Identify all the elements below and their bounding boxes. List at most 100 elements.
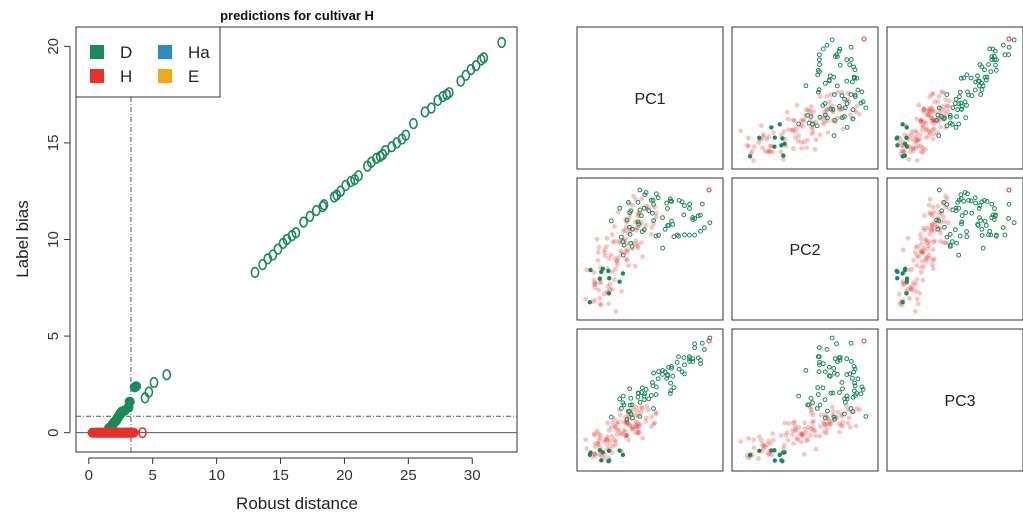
- matrix-point-h: [648, 231, 654, 237]
- matrix-point-d: [828, 106, 834, 112]
- matrix-point-h: [652, 420, 658, 426]
- plot-frame: [75, 26, 518, 453]
- matrix-point-d: [674, 360, 680, 365]
- matrix-point-h: [598, 280, 603, 286]
- matrix-point-d-filled: [780, 136, 785, 141]
- matrix-point-d-filled: [757, 135, 762, 140]
- matrix-point-h: [921, 107, 927, 113]
- matrix-point-h: [633, 423, 639, 429]
- matrix-point-h: [809, 420, 815, 425]
- matrix-point-h: [920, 248, 926, 254]
- matrix-point-h: [623, 224, 629, 230]
- matrix-point-h: [812, 428, 818, 434]
- matrix-point-d: [642, 391, 648, 397]
- matrix-point-d: [816, 57, 822, 63]
- matrix-point-d: [635, 199, 641, 205]
- matrix-point-h: [809, 131, 815, 137]
- matrix-point-h: [615, 209, 621, 215]
- matrix-point-h: [925, 240, 930, 246]
- matrix-point-h: [931, 239, 936, 245]
- legend-swatch-d: [90, 45, 104, 59]
- matrix-point-d: [820, 385, 826, 391]
- matrix-point-h: [605, 442, 611, 448]
- matrix-point-d: [835, 359, 840, 364]
- matrix-point-d: [699, 340, 705, 346]
- matrix-point-d: [850, 107, 856, 113]
- matrix-point-h: [840, 423, 845, 429]
- matrix-point-h: [643, 203, 649, 209]
- matrix-point-h: [635, 213, 641, 219]
- matrix-point-h: [929, 92, 935, 97]
- matrix-point-h: [931, 209, 937, 215]
- matrix-point-h: [917, 132, 923, 138]
- matrix-point-h: [594, 428, 600, 434]
- matrix-point-d: [964, 72, 970, 78]
- matrix-point-h: [653, 214, 659, 220]
- matrix-point-d: [850, 116, 856, 122]
- matrix-point-d: [1000, 42, 1006, 48]
- matrix-point-d: [961, 198, 967, 204]
- matrix-point-h: [926, 107, 932, 113]
- matrix-point-d-filled: [600, 266, 605, 271]
- matrix-point-h: [915, 244, 921, 249]
- matrix-point-d: [836, 355, 842, 361]
- matrix-point-d: [707, 335, 713, 341]
- matrix-point-h: [796, 133, 802, 139]
- matrix-point-d: [692, 341, 698, 347]
- data-point-d: [291, 227, 301, 239]
- matrix-point-d: [855, 87, 861, 93]
- matrix-point-h: [614, 258, 620, 264]
- matrix-point-h: [911, 280, 916, 286]
- matrix-point-h: [605, 434, 610, 440]
- matrix-point-h: [770, 149, 776, 155]
- legend-swatch-e: [158, 69, 172, 83]
- y-axis-label: Label bias: [13, 200, 32, 278]
- matrix-point-h: [926, 129, 932, 135]
- matrix-point-d: [629, 402, 635, 408]
- reference-lines: [76, 97, 517, 452]
- matrix-point-d: [834, 52, 839, 58]
- data-point-d: [268, 249, 278, 261]
- matrix-point-h: [591, 450, 597, 456]
- matrix-point-h: [592, 444, 598, 450]
- matrix-point-h: [765, 450, 771, 456]
- matrix-point-h: [945, 103, 951, 109]
- matrix-point-h: [800, 124, 806, 129]
- matrix-point-h: [901, 149, 907, 155]
- matrix-point-h: [918, 249, 924, 255]
- matrix-point-h: [790, 127, 795, 133]
- matrix-point-d: [608, 218, 614, 224]
- matrix-point-d: [844, 356, 850, 362]
- matrix-point-h: [803, 107, 809, 113]
- matrix-point-h: [645, 407, 651, 413]
- matrix-point-h: [926, 202, 932, 208]
- matrix-point-h: [609, 232, 615, 237]
- matrix-point-d: [650, 380, 655, 385]
- matrix-point-h: [644, 403, 650, 409]
- matrix-point-h: [830, 408, 836, 414]
- data-point-d: [250, 266, 260, 278]
- matrix-point-d: [826, 77, 832, 83]
- matrix-point-h: [910, 145, 916, 151]
- matrix-point-d: [947, 113, 953, 118]
- panel-pc2-vs-pc1: [731, 26, 879, 170]
- matrix-point-d: [822, 369, 828, 375]
- matrix-point-d: [975, 78, 981, 84]
- matrix-point-h: [843, 403, 849, 409]
- matrix-point-h: [756, 434, 762, 440]
- matrix-point-h-outlier: [861, 338, 867, 344]
- matrix-point-h: [923, 256, 929, 261]
- matrix-point-d: [972, 87, 978, 93]
- matrix-point-d: [816, 87, 822, 93]
- matrix-point-h: [623, 433, 629, 439]
- matrix-point-h: [835, 89, 841, 95]
- matrix-point-h: [592, 281, 598, 287]
- matrix-point-d: [980, 83, 986, 89]
- matrix-point-d: [816, 52, 822, 58]
- matrix-point-h: [618, 430, 624, 436]
- matrix-point-h: [613, 439, 619, 444]
- matrix-point-d: [851, 364, 857, 369]
- panel-pc2-vs-pc3: [731, 328, 879, 472]
- matrix-point-d: [630, 415, 635, 421]
- matrix-point-h: [596, 287, 601, 293]
